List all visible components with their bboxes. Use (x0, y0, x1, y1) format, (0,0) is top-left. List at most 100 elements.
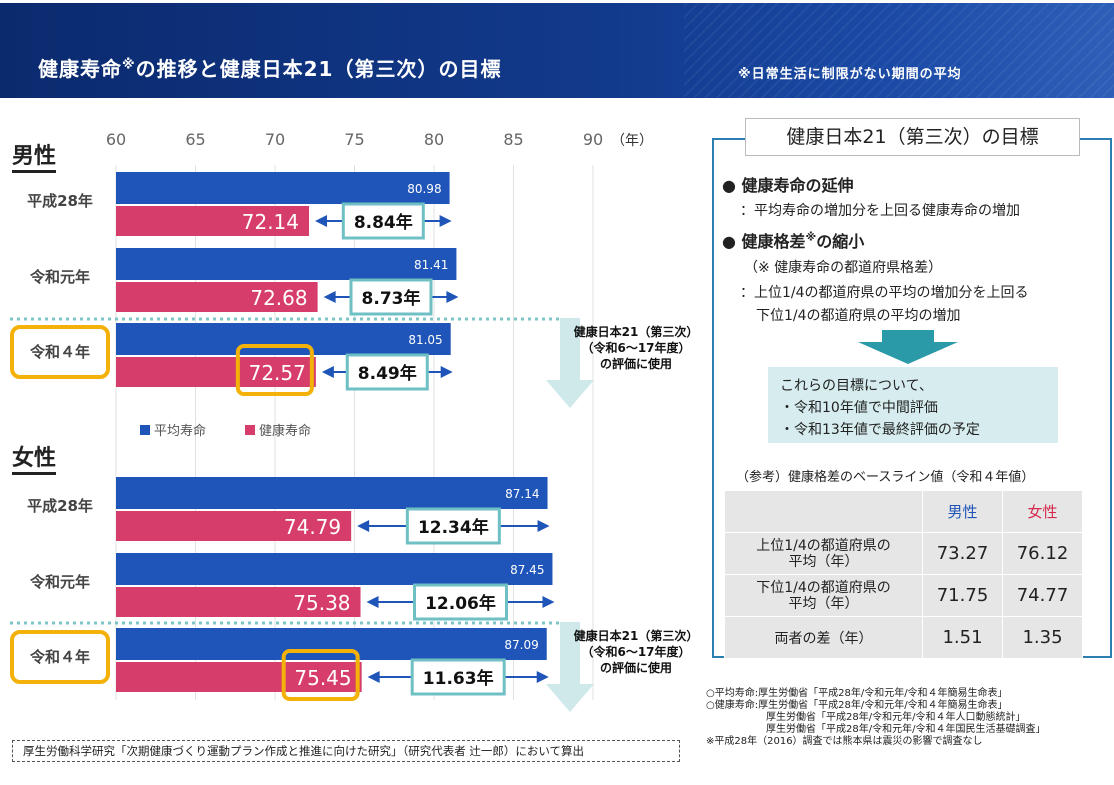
tick-label: 85 (503, 130, 523, 149)
data-label-healthy: 72.68 (250, 286, 307, 310)
legend-label-average: 平均寿命 (154, 423, 206, 439)
data-label-average: 87.09 (504, 638, 538, 652)
gap-box (412, 583, 508, 621)
row-male-value: 71.75 (922, 574, 1003, 617)
table-header-female: 女性 (1002, 490, 1083, 533)
gap-box (410, 658, 506, 696)
gap-value: 8.73年 (362, 288, 421, 309)
gap-arrow-head-right (542, 596, 555, 608)
highlight-frame (281, 649, 360, 701)
gap-arrow-head-left (367, 671, 380, 683)
data-label-average: 81.05 (408, 333, 442, 347)
evaluation-note: の評価に使用 (600, 660, 672, 675)
gap-arrow-head-left (315, 215, 328, 227)
bar-healthy-life (116, 206, 310, 236)
goals-title: 健康日本21（第三次）の目標 (745, 118, 1080, 156)
table-row: 両者の差（年） 1.51 1.35 (724, 616, 1083, 659)
row-label: 下位1/4の都道府県の 平均（年） (724, 574, 923, 617)
tick-label: 80 (424, 130, 444, 149)
gap-box (405, 507, 501, 545)
gap-box (349, 278, 433, 316)
tick-label: 65 (185, 130, 205, 149)
banner-decoration (684, 3, 1114, 98)
goal-item-1-desc: ：平均寿命の増加分を上回る健康寿命の増加 (740, 203, 1020, 219)
row-male-value: 73.27 (922, 532, 1003, 575)
axis-unit: （年） (611, 133, 653, 149)
header-banner: 健康寿命※の推移と健康日本21（第三次）の目標 ※日常生活に制限がない期間の平均 (0, 3, 1114, 98)
legend-swatch-average (140, 425, 150, 435)
tick-label: 75 (344, 130, 364, 149)
gap-value: 8.84年 (354, 212, 413, 233)
row-male-value: 1.51 (922, 616, 1003, 659)
group-label: 令和元年 (30, 268, 90, 286)
evaluation-note: （令和6～17年度） (581, 644, 690, 659)
arrow-down-icon (858, 330, 958, 364)
data-label-average: 87.45 (510, 563, 544, 577)
bar-average-life (116, 172, 450, 204)
gap-arrow-head-left (357, 520, 370, 532)
gap-arrow-head-right (536, 671, 549, 683)
bar-healthy-life (116, 662, 362, 692)
gap-value: 12.06年 (425, 593, 496, 614)
bar-healthy-life (116, 587, 361, 617)
row-female-value: 74.77 (1002, 574, 1083, 617)
page-title: 健康寿命※の推移と健康日本21（第三次）の目標 (38, 57, 502, 81)
baseline-table: 男性 女性 上位1/4の都道府県の 平均（年） 73.27 76.12 下位1/4… (724, 490, 1083, 659)
group-label: 令和４年 (30, 343, 90, 361)
research-footnote: 厚生労働科学研究「次期健康づくり運動プラン作成と推進に向けた研究」（研究代表者 … (12, 740, 680, 762)
gap-arrow-head-left (323, 291, 336, 303)
table-row: 上位1/4の都道府県の 平均（年） 73.27 76.12 (724, 532, 1083, 575)
gap-box (341, 202, 425, 240)
legend-label-healthy: 健康寿命 (259, 423, 311, 439)
bar-healthy-life (116, 511, 352, 541)
bar-average-life (116, 553, 553, 585)
evaluation-note: 健康日本21（第三次） (574, 628, 699, 643)
gap-arrow-head-right (439, 215, 452, 227)
data-label-healthy: 74.79 (284, 515, 341, 539)
page-subtitle: ※日常生活に制限がない期間の平均 (738, 67, 962, 82)
gap-arrow-head-right (537, 520, 550, 532)
data-label-healthy: 75.45 (294, 666, 351, 690)
goal-item-2: ● 健康格差※の縮小 (722, 230, 865, 251)
highlight-label-frame (10, 325, 110, 379)
evaluation-arrow (546, 622, 594, 712)
goal-item-2-note: （※ 健康寿命の都道府県格差） (744, 260, 943, 276)
gap-arrow-head-right (446, 291, 459, 303)
data-label-healthy: 75.38 (293, 591, 350, 615)
row-label: 上位1/4の都道府県の 平均（年） (724, 532, 923, 575)
data-sources: ○平均寿命:厚生労働省「平成28年/令和元年/令和４年簡易生命表」 ○健康寿命:厚… (706, 688, 1046, 747)
tick-label: 90 (583, 130, 603, 149)
highlight-label-frame (10, 630, 110, 684)
data-label-average: 87.14 (505, 487, 539, 501)
bar-average-life (116, 323, 451, 355)
goal-item-1: ● 健康寿命の延伸 (722, 176, 854, 195)
evaluation-arrow (546, 318, 594, 408)
bar-average-life (116, 477, 548, 509)
goal-item-2-desc2: 下位1/4の都道府県の平均の増加 (756, 308, 961, 324)
data-label-average: 80.98 (407, 182, 441, 196)
gap-box (345, 353, 429, 391)
row-female-value: 76.12 (1002, 532, 1083, 575)
table-row: 下位1/4の都道府県の 平均（年） 71.75 74.77 (724, 574, 1083, 617)
row-label: 両者の差（年） (724, 616, 923, 659)
tick-label: 60 (106, 130, 126, 149)
group-label: 平成28年 (27, 192, 93, 210)
evaluation-note: 健康日本21（第三次） (574, 324, 699, 339)
section-label-male: 男性 (12, 144, 57, 173)
goal-item-2-desc1: ：上位1/4の都道府県の平均の増加分を上回る (740, 285, 1029, 301)
evaluation-mid: ・令和10年値で中間評価 (780, 400, 938, 416)
evaluation-final: ・令和13年値で最終評価の予定 (780, 422, 980, 438)
bar-healthy-life (116, 282, 318, 312)
section-label-female: 女性 (12, 446, 57, 475)
gap-value: 11.63年 (423, 668, 494, 689)
baseline-caption: （参考）健康格差のベースライン値（令和４年値） (736, 470, 1035, 485)
evaluation-title: これらの目標について、 (780, 378, 933, 394)
table-header-blank (724, 490, 923, 533)
group-label: 令和４年 (30, 648, 90, 666)
row-female-value: 1.35 (1002, 616, 1083, 659)
evaluation-note: （令和6～17年度） (581, 340, 690, 355)
gap-arrow-head-right (440, 366, 453, 378)
tick-label: 70 (265, 130, 285, 149)
bar-average-life (116, 628, 547, 660)
